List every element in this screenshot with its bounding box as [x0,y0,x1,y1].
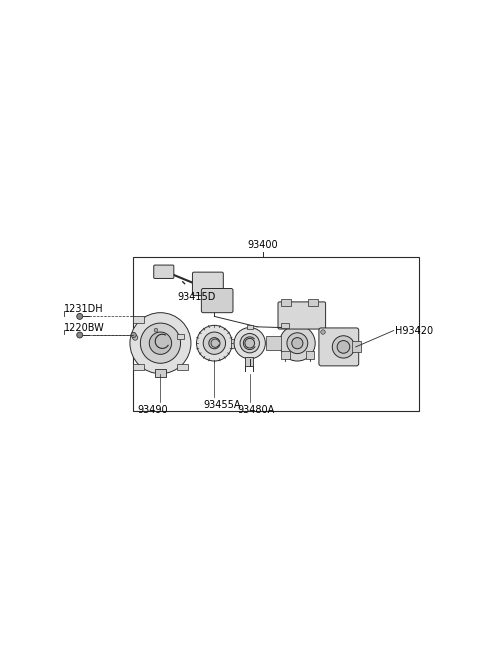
Circle shape [245,338,254,348]
FancyBboxPatch shape [202,289,233,313]
Bar [266,336,281,350]
Circle shape [234,327,265,359]
Circle shape [132,335,138,340]
Text: 1231DH: 1231DH [64,304,103,314]
Circle shape [292,338,303,349]
Circle shape [287,333,308,354]
FancyBboxPatch shape [319,328,359,366]
Bar [247,325,252,329]
FancyBboxPatch shape [154,265,174,278]
Bar [245,358,253,365]
Bar [309,299,318,306]
Bar [177,334,184,339]
Circle shape [203,332,226,354]
Text: 93400: 93400 [247,240,278,250]
Text: 93490: 93490 [137,405,168,415]
Circle shape [321,330,325,335]
Bar [132,363,144,371]
Bar [281,299,291,306]
Circle shape [154,328,158,332]
FancyBboxPatch shape [192,272,223,296]
Text: 93480A: 93480A [238,405,275,415]
Bar [231,338,238,348]
Bar [281,323,289,327]
Circle shape [77,332,83,338]
Bar [155,369,166,377]
Circle shape [209,338,220,349]
FancyBboxPatch shape [278,302,325,329]
Bar [352,341,361,352]
Circle shape [196,325,232,361]
Polygon shape [207,294,229,310]
Circle shape [240,333,259,353]
Bar [177,363,188,371]
Bar [305,350,314,359]
Circle shape [130,313,191,374]
Circle shape [279,325,315,361]
Circle shape [337,340,350,353]
Text: 93455A: 93455A [203,400,240,410]
Circle shape [131,333,136,338]
Circle shape [140,323,180,363]
Bar [132,257,419,411]
Bar [132,316,144,323]
Circle shape [77,314,83,319]
Circle shape [149,332,172,354]
Text: 93415D: 93415D [177,292,216,302]
Circle shape [332,336,355,358]
Bar [281,350,289,359]
Text: 1220BW: 1220BW [64,323,105,333]
Text: H93420: H93420 [395,325,433,335]
